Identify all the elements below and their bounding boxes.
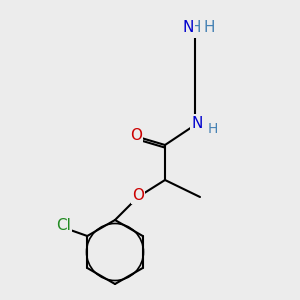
Text: O: O [130, 128, 142, 142]
Text: N: N [182, 20, 194, 35]
Text: H: H [189, 20, 201, 35]
Text: O: O [132, 188, 144, 202]
Text: H: H [208, 122, 218, 136]
Text: H: H [203, 20, 215, 35]
Text: Cl: Cl [56, 218, 71, 233]
Text: N: N [191, 116, 203, 130]
